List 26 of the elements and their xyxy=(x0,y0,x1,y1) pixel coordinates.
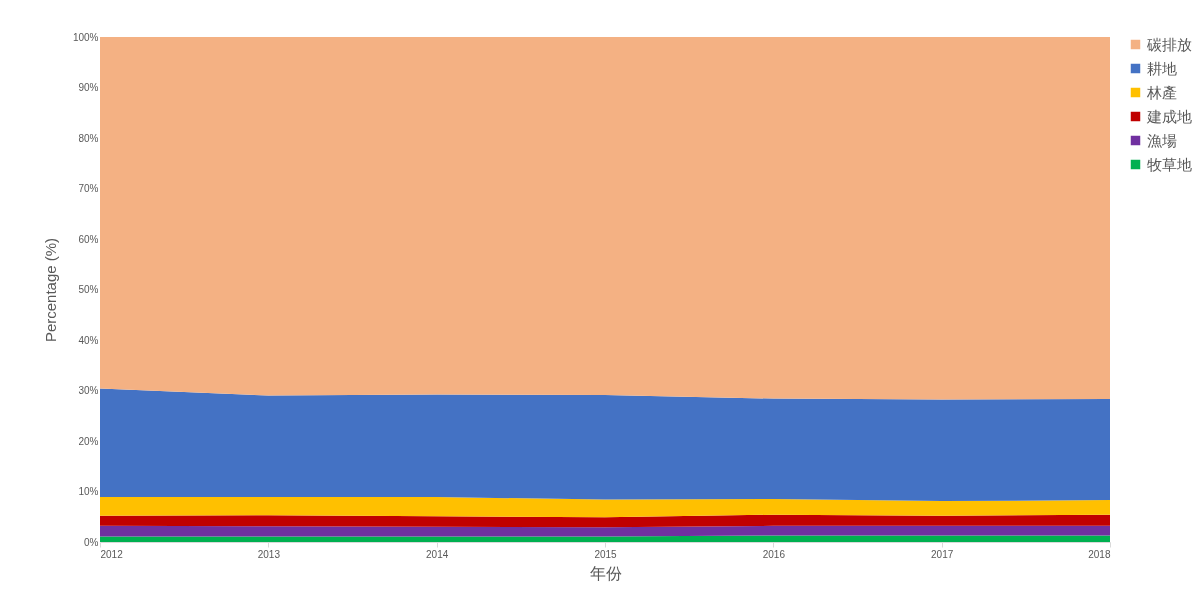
y-tick-label: 10% xyxy=(78,486,99,497)
y-tick-label: 90% xyxy=(78,82,99,93)
y-tick-label: 100% xyxy=(72,31,99,43)
y-tick-label: 70% xyxy=(78,183,99,194)
y-tick-label: 30% xyxy=(78,385,99,396)
legend-label: 建成地 xyxy=(1146,107,1192,125)
x-tick-label: 2018 xyxy=(1088,548,1111,560)
x-tick-label: 2017 xyxy=(931,548,954,560)
y-tick-label: 40% xyxy=(78,334,99,346)
x-tick-label: 2014 xyxy=(426,548,449,560)
x-tick-label: 2012 xyxy=(100,548,124,560)
legend-label: 林產 xyxy=(1146,83,1177,101)
legend-label: 碳排放 xyxy=(1146,35,1192,53)
y-tick-label: 80% xyxy=(78,132,99,144)
x-tick-label: 2013 xyxy=(257,548,281,560)
x-tick-label: 2016 xyxy=(762,548,786,560)
y-axis-title: Percentage (%) xyxy=(41,237,59,343)
x-axis-title: 年份 xyxy=(589,564,622,582)
y-tick-label: 60% xyxy=(78,233,99,245)
y-tick-label: 50% xyxy=(78,284,99,295)
legend-label: 漁場 xyxy=(1147,131,1177,149)
legend-label: 牧草地 xyxy=(1147,155,1192,173)
y-tick-label: 20% xyxy=(78,435,99,447)
x-tick-label: 2015 xyxy=(594,548,618,560)
legend-label: 耕地 xyxy=(1147,59,1177,77)
y-tick-label: 0% xyxy=(84,536,99,548)
